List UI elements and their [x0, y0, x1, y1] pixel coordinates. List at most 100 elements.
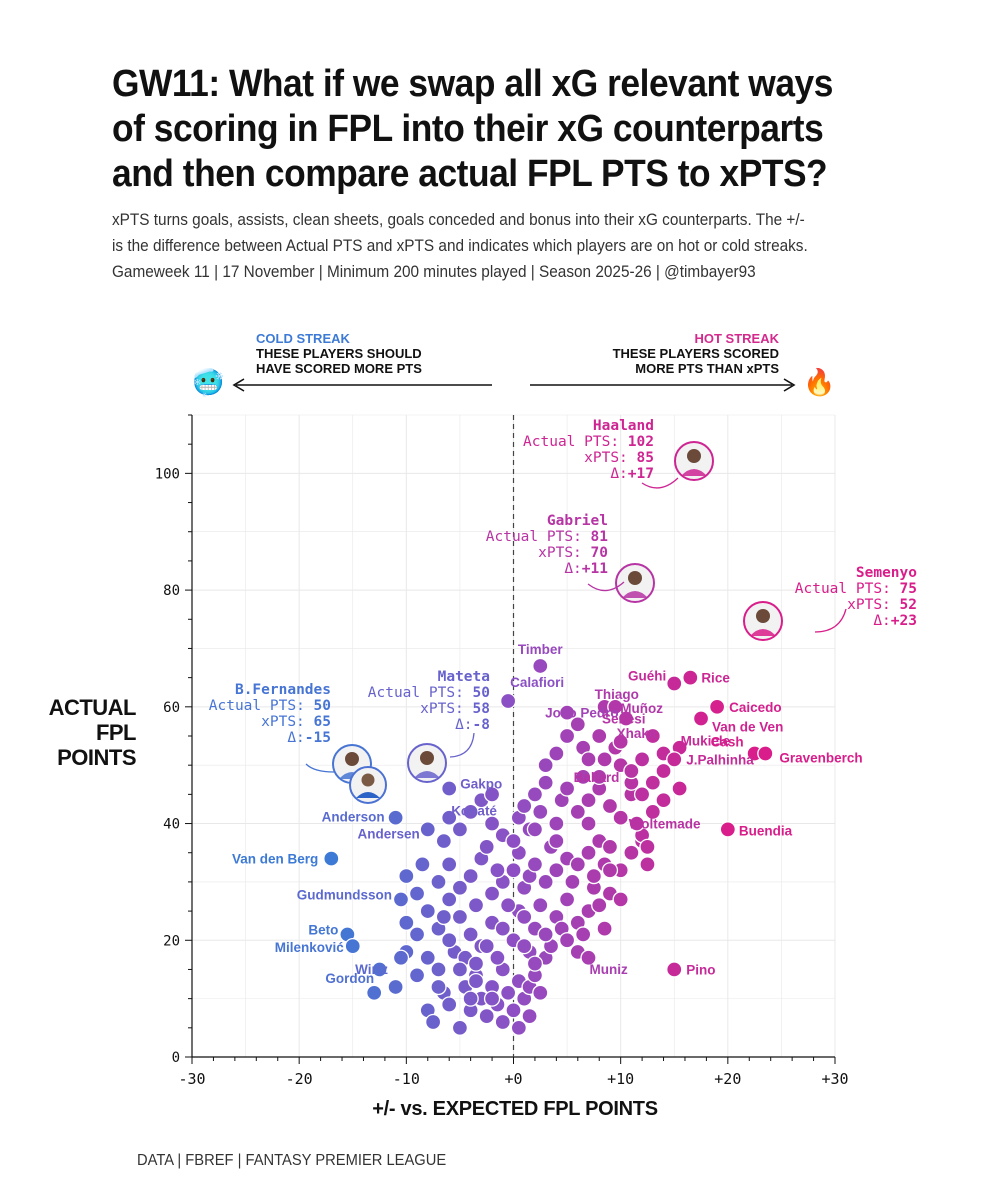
- hot-streak-note: HOT STREAK THESE PLAYERS SCORED MORE PTS…: [560, 331, 779, 376]
- subtitle-line: xPTS turns goals, assists, clean sheets,…: [112, 211, 805, 229]
- data-point: [451, 1019, 469, 1036]
- data-point: [414, 856, 431, 873]
- data-point: [580, 792, 597, 809]
- annotation-line: Δ:-8: [455, 717, 490, 733]
- data-point: [580, 844, 597, 861]
- data-point: [494, 920, 511, 937]
- data-point: [419, 902, 436, 920]
- data-point: [537, 774, 554, 791]
- data-point: [483, 815, 501, 832]
- data-point: [398, 914, 415, 931]
- avatar-head-icon: [345, 752, 359, 766]
- annotation-line: Actual PTS: 50: [368, 685, 490, 701]
- data-point: [505, 862, 522, 879]
- y-axis-title-line: POINTS: [57, 745, 136, 770]
- data-point: [462, 990, 479, 1007]
- data-point: [462, 803, 479, 821]
- data-point: [505, 832, 522, 850]
- data-point: [575, 768, 592, 786]
- data-source-caption: DATA | FBREF | FANTASY PREMIER LEAGUE: [137, 1152, 447, 1169]
- data-point: [591, 727, 608, 745]
- data-point: [569, 856, 586, 873]
- labeled-data-point: [441, 780, 458, 797]
- player-label: João Pedro: [545, 706, 619, 721]
- y-axis-title: ACTUAL FPL POINTS: [30, 695, 137, 770]
- labeled-data-point: [532, 657, 549, 675]
- cold-face-icon: 🥶: [192, 367, 225, 397]
- y-tick-label: 20: [163, 933, 180, 949]
- x-tick-label: -30: [178, 1070, 205, 1088]
- player-label: Ballard: [574, 770, 620, 785]
- data-point: [591, 897, 608, 914]
- player-label: Muñoz: [620, 701, 663, 716]
- labeled-data-point: [719, 821, 736, 838]
- data-point: [564, 873, 581, 891]
- x-tick-label: -20: [286, 1070, 313, 1088]
- data-point: [532, 984, 549, 1001]
- data-point: [558, 891, 576, 908]
- player-label: Pino: [686, 962, 715, 977]
- player-label: Gakpo: [460, 777, 502, 792]
- chart-subtitle: xPTS turns goals, assists, clean sheets,…: [112, 207, 847, 285]
- player-label: Muniz: [590, 962, 628, 977]
- data-point: [569, 716, 586, 733]
- labeled-data-point: [708, 698, 726, 715]
- avatar-head-icon: [687, 449, 701, 463]
- data-point: [441, 856, 458, 873]
- labeled-data-point: [419, 821, 436, 838]
- hot-streak-line: THESE PLAYERS SCORED: [612, 346, 779, 361]
- data-point: [569, 803, 586, 821]
- data-point: [478, 838, 495, 856]
- labeled-data-point: [392, 949, 410, 966]
- data-point: [644, 803, 661, 821]
- player-label: Timber: [518, 642, 564, 657]
- cold-streak-line: THESE PLAYERS SHOULD: [256, 346, 422, 361]
- labeled-data-point: [344, 937, 361, 955]
- cold-streak-line: HAVE SCORED MORE PTS: [256, 361, 422, 376]
- data-point: [398, 867, 415, 885]
- data-point: [419, 949, 436, 966]
- player-label: Woltemade: [629, 817, 701, 832]
- data-point: [580, 815, 597, 832]
- data-point: [526, 786, 544, 803]
- player-label: Xhaka: [617, 726, 657, 741]
- labeled-data-point: [628, 815, 645, 832]
- annotation-arrow: [641, 477, 679, 489]
- labeled-data-point: [623, 762, 640, 780]
- data-point: [387, 978, 404, 996]
- data-point: [451, 961, 469, 978]
- y-axis-title-line: FPL: [95, 720, 137, 745]
- labeled-data-point: [757, 745, 774, 762]
- y-tick-label: 100: [155, 466, 180, 482]
- avatar-shirt-icon: [750, 629, 776, 636]
- x-axis-title: +/- vs. EXPECTED FPL POINTS: [372, 1098, 658, 1120]
- data-point: [435, 908, 452, 926]
- data-point: [478, 1007, 495, 1025]
- player-label: Gudmundsson: [297, 887, 392, 902]
- annotation-line: Haaland: [593, 418, 654, 434]
- data-point: [558, 727, 576, 745]
- labeled-data-point: [666, 961, 683, 978]
- player-label: Van de Ven: [712, 719, 783, 734]
- data-point: [591, 768, 608, 786]
- data-point: [478, 937, 495, 955]
- player-label: Buendia: [739, 823, 793, 838]
- data-point: [430, 961, 447, 978]
- labeled-data-point: [387, 809, 404, 826]
- y-axis-title-line: ACTUAL: [48, 695, 137, 720]
- data-point: [596, 751, 613, 768]
- annotation-arrow: [449, 732, 475, 758]
- data-point: [537, 873, 554, 891]
- player-label: Gravenberch: [779, 751, 862, 766]
- data-point: [371, 961, 388, 978]
- player-label: J.Palhinha: [686, 752, 754, 767]
- data-point: [516, 937, 533, 955]
- player-label: Calafiori: [510, 675, 564, 690]
- labeled-data-point: [323, 850, 340, 867]
- data-point: [633, 751, 651, 768]
- player-label: Mukiele: [681, 734, 731, 749]
- cold-streak-note: COLD STREAK THESE PLAYERS SHOULD HAVE SC…: [256, 331, 422, 376]
- annotation-line: Δ:+17: [610, 466, 654, 482]
- player-label: Caicedo: [729, 700, 782, 715]
